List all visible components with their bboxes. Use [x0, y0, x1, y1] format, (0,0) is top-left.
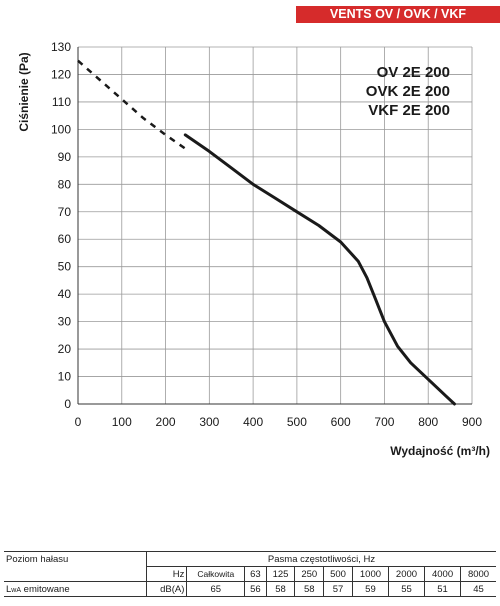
unit-label: dB(A) [147, 582, 187, 597]
band-value: 56 [245, 582, 266, 597]
x-tick-label: 900 [462, 415, 482, 429]
model-label-1: OV 2E 200 [377, 64, 450, 81]
band-value: 57 [324, 582, 353, 597]
total-header: Całkowita [187, 567, 245, 582]
freq-header: 8000 [461, 567, 496, 582]
grid [78, 47, 472, 404]
freq-header: 2000 [388, 567, 424, 582]
model-label-3: VKF 2E 200 [368, 102, 450, 119]
band-header: Pasma częstotliwości, Hz [147, 552, 497, 567]
freq-header: 250 [295, 567, 324, 582]
band-value: 58 [266, 582, 295, 597]
x-tick-label: 100 [112, 415, 132, 429]
band-value: 45 [461, 582, 496, 597]
x-tick-label: 700 [374, 415, 394, 429]
y-tick-label: 100 [51, 122, 71, 136]
noise-title: Poziom hałasu [4, 552, 147, 567]
y-tick-label: 30 [58, 315, 72, 329]
curve-solid [185, 135, 454, 404]
fan-curve-chart: 0 10 20 30 40 50 60 70 80 90 100 110 120 130 0 100 200 3… [0, 0, 500, 545]
freq-header: 4000 [425, 567, 461, 582]
x-tick-label: 400 [243, 415, 263, 429]
x-axis-label: Wydajność (m³/h) [390, 444, 490, 458]
y-tick-label: 110 [52, 95, 71, 109]
freq-header: 125 [266, 567, 295, 582]
x-tick-label: 200 [156, 415, 176, 429]
y-tick-label: 60 [58, 232, 72, 246]
y-tick-label: 10 [58, 370, 72, 384]
band-value: 51 [425, 582, 461, 597]
band-value: 59 [352, 582, 388, 597]
y-tick-label: 80 [58, 177, 72, 191]
x-tick-label: 600 [331, 415, 351, 429]
x-tick-labels: 0 100 200 300 400 500 600 700 800 900 [75, 415, 483, 429]
row-label: LwA emitowane [4, 582, 147, 597]
y-tick-label: 130 [51, 40, 71, 54]
y-tick-label: 0 [64, 397, 71, 411]
y-tick-label: 120 [51, 67, 71, 81]
y-tick-label: 20 [58, 342, 72, 356]
x-tick-label: 800 [418, 415, 438, 429]
freq-header: 1000 [352, 567, 388, 582]
empty-cell [4, 567, 147, 582]
y-tick-label: 70 [58, 205, 72, 219]
freq-header: 63 [245, 567, 266, 582]
y-tick-label: 40 [58, 287, 72, 301]
y-tick-label: 50 [58, 260, 72, 274]
x-tick-label: 500 [287, 415, 307, 429]
noise-table: Poziom hałasu Pasma częstotliwości, Hz H… [4, 551, 496, 597]
total-value: 65 [187, 582, 245, 597]
hz-label: Hz [147, 567, 187, 582]
curve-dashed [78, 61, 185, 149]
x-tick-label: 0 [75, 415, 82, 429]
model-label-2: OVK 2E 200 [366, 83, 450, 100]
band-value: 55 [388, 582, 424, 597]
freq-header: 500 [324, 567, 353, 582]
band-value: 58 [295, 582, 324, 597]
y-tick-label: 90 [58, 150, 72, 164]
y-axis-label: Ciśnienie (Pa) [17, 52, 31, 131]
x-tick-label: 300 [199, 415, 219, 429]
y-tick-labels: 0 10 20 30 40 50 60 70 80 90 100 110 120 130 [51, 40, 71, 411]
axis-frame [78, 47, 472, 404]
